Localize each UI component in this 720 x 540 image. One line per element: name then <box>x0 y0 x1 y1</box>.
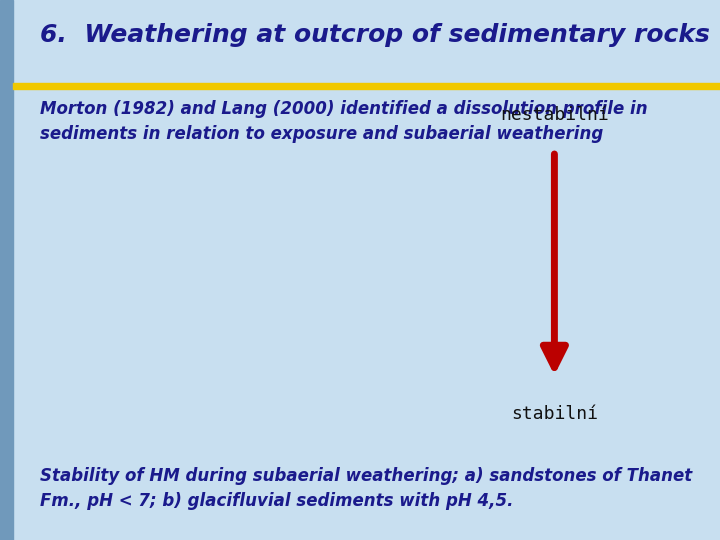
Text: Morton (1982) and Lang (2000) identified a dissolution profile in
sediments in r: Morton (1982) and Lang (2000) identified… <box>40 100 647 143</box>
Text: 6.  Weathering at outcrop of sedimentary rocks: 6. Weathering at outcrop of sedimentary … <box>40 23 709 47</box>
Text: nestabilní: nestabilní <box>500 106 609 124</box>
Text: Stability of HM during subaerial weathering; a) sandstones of Thanet
Fm., pH < 7: Stability of HM during subaerial weather… <box>40 467 692 510</box>
Text: stabilní: stabilní <box>511 405 598 423</box>
